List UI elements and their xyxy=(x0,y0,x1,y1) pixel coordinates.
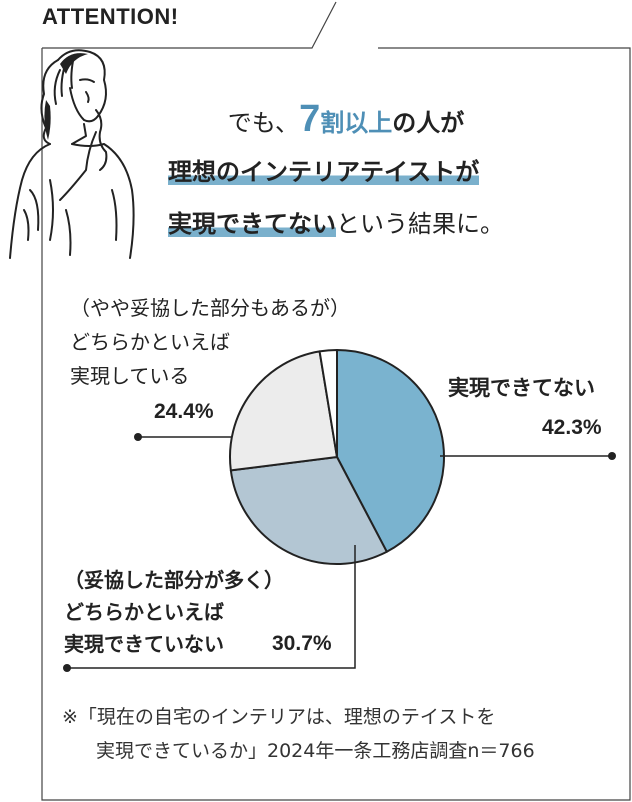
label-rather-cant-3: 実現できていない xyxy=(64,632,224,656)
thinking-person-illustration xyxy=(9,49,135,259)
headline-line1: でも、7割以上の人が xyxy=(0,98,632,141)
slice-rather-can xyxy=(229,350,338,472)
slice-other xyxy=(318,348,338,458)
leader-rather-cant xyxy=(67,545,356,669)
leader-dot-rather-cant xyxy=(63,664,71,672)
headline-line2: 理想のインテリアテイストが xyxy=(168,152,480,187)
slice-cant xyxy=(336,349,445,553)
label-cant: 実現できてない xyxy=(448,376,595,400)
headline-line3: 実現できてないという結果に。 xyxy=(168,204,504,239)
slice-rather-cant xyxy=(229,456,388,566)
footnote-line1: ※「現在の自宅のインテリアは、理想のテイストを xyxy=(62,706,496,728)
headline-ideal-taste: 理想のインテリアテイストが xyxy=(168,158,480,186)
headline-post: の人が xyxy=(392,109,465,137)
label-rather-can-2: どちらかといえば xyxy=(70,330,230,354)
pct-cant: 42.3% xyxy=(542,416,602,439)
headline-not-realized: 実現できてない xyxy=(168,210,336,238)
footnote-line2: 実現できているか」2024年一条工務店調査n＝766 xyxy=(96,740,535,762)
headline-result: という結果に。 xyxy=(336,210,504,238)
headline-number: 7 xyxy=(299,98,321,140)
attention-heading: ATTENTION! xyxy=(42,4,179,29)
label-rather-cant-1: （妥協した部分が多く） xyxy=(64,568,284,592)
headline-pre: でも、 xyxy=(227,109,300,137)
label-rather-can-3: 実現している xyxy=(70,364,190,388)
pct-rather-can: 24.4% xyxy=(154,400,214,423)
headline-accent: 割以上 xyxy=(320,109,393,137)
leader-dot-cant xyxy=(608,452,616,460)
label-rather-cant-2: どちらかといえば xyxy=(64,600,224,624)
pct-rather-cant: 30.7% xyxy=(272,632,332,655)
label-rather-can-1: （やや妥協した部分もあるが） xyxy=(70,296,350,320)
leader-dot-rather-can xyxy=(134,433,142,441)
